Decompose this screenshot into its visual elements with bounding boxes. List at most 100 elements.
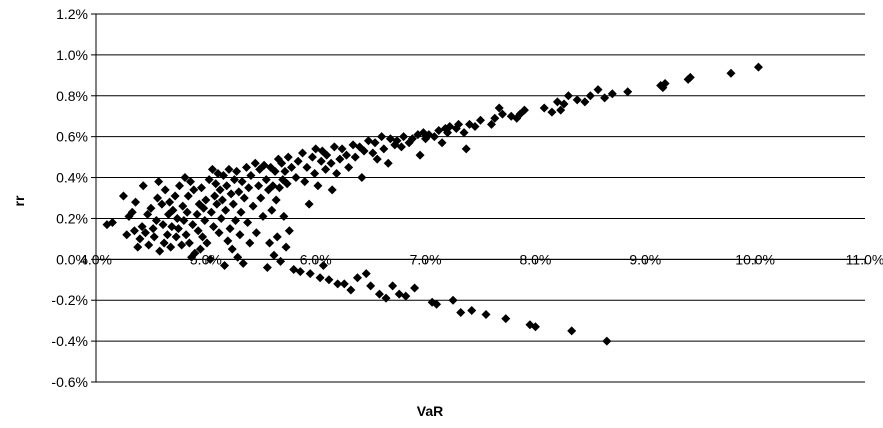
data-point [377,132,387,142]
data-point [600,93,610,103]
data-point [726,68,736,78]
data-point [593,85,603,95]
data-point [258,211,268,221]
data-point [158,220,168,230]
data-point [216,213,226,223]
data-point [177,240,187,250]
data-point [519,105,529,115]
data-point [207,164,217,174]
data-point [326,158,336,168]
data-point [394,289,404,299]
data-point [182,207,192,217]
data-point [159,238,169,248]
data-point [277,158,287,168]
data-point [381,293,391,303]
y-tick-label: 0.8% [56,88,88,104]
data-point [172,213,182,223]
data-point [281,242,291,252]
y-axis-title: rr [11,195,27,206]
y-tick-label: -0.4% [51,333,88,349]
data-point [178,201,188,211]
data-point [129,226,139,236]
data-point [162,230,172,240]
data-point [552,97,562,107]
data-point [189,185,199,195]
data-point [407,134,417,144]
data-point [461,144,471,154]
data-point [346,285,356,295]
data-point [556,105,566,115]
data-point [490,113,500,123]
data-point [250,158,260,168]
data-point [547,107,557,117]
data-point [383,158,393,168]
data-point [170,191,180,201]
data-point [295,267,305,277]
data-point [238,258,248,268]
data-point [235,230,245,240]
data-point [361,269,371,279]
data-point [318,260,328,270]
data-points [102,62,763,346]
data-point [313,181,323,191]
data-point [205,254,215,264]
data-point [501,314,511,324]
data-point [195,244,205,254]
data-point [173,224,183,234]
data-point [200,215,210,225]
data-point [459,128,469,138]
data-point [300,177,310,187]
data-point [265,238,275,248]
data-point [399,132,409,142]
data-point [291,173,301,183]
data-point [494,103,504,113]
data-point [236,207,246,217]
data-point [298,148,308,158]
data-point [135,234,145,244]
data-point [332,168,342,178]
data-point [215,185,225,195]
data-point [160,185,170,195]
x-tick-labels: 4.0%5.0%6.0%7.0%8.0%9.0%10.0%11.0% [80,251,883,267]
data-point [602,336,612,346]
data-point [293,156,303,166]
data-point [202,238,212,248]
data-point [580,97,590,107]
data-point [374,289,384,299]
data-point [685,72,695,82]
gridlines [96,13,865,383]
data-point [220,260,230,270]
data-point [226,189,236,199]
data-point [335,154,345,164]
y-tick-label: 1.2% [56,6,88,22]
data-point [415,150,425,160]
data-point [304,199,314,209]
data-point [244,183,254,193]
data-point [497,109,507,119]
data-point [144,240,154,250]
data-point [196,183,206,193]
x-tick-label: 9.0% [629,251,661,267]
data-point [122,230,132,240]
data-point [572,95,582,105]
data-point [563,91,573,101]
data-point [254,181,264,191]
data-point [165,197,175,207]
data-point [262,263,272,273]
y-tick-label: -0.6% [51,374,88,390]
data-point [223,236,233,246]
data-point [585,91,595,101]
data-point [401,291,411,301]
data-point [227,244,237,254]
data-point [567,326,577,336]
x-tick-label: 10.0% [735,251,775,267]
data-point [233,252,243,262]
data-point [467,305,477,315]
data-point [232,166,242,176]
data-point [289,265,299,275]
data-point [322,150,332,160]
data-point [137,222,147,232]
data-point [174,181,184,191]
data-point [486,119,496,129]
data-point [310,168,320,178]
